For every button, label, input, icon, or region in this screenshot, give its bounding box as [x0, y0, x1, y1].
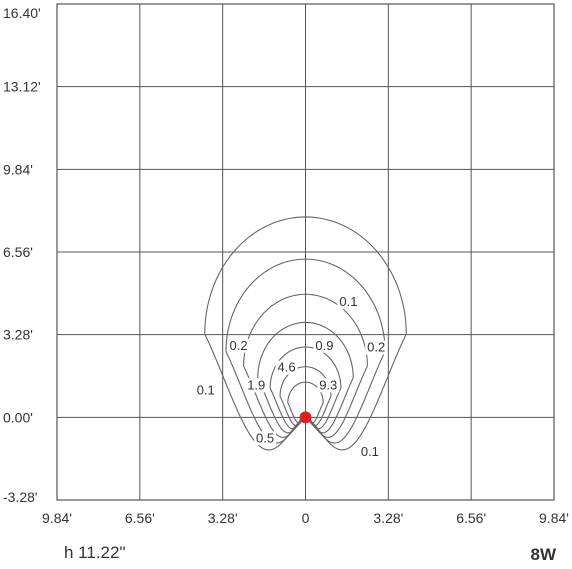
contour-label: 0.9 — [315, 338, 333, 353]
light-source-marker — [299, 411, 312, 424]
x-tick-label: 6.56' — [456, 510, 486, 526]
contour-label-bg — [317, 378, 340, 393]
contour-label-bg — [275, 360, 298, 375]
contour-label: 0.2 — [230, 338, 248, 353]
contour-label: 9.3 — [319, 377, 337, 392]
contour-label: 0.1 — [197, 382, 215, 397]
wattage-label: 8W — [530, 545, 557, 564]
contour-line — [257, 321, 354, 434]
contour-line — [243, 293, 368, 438]
contour-label: 0.1 — [361, 444, 379, 459]
contour-line — [269, 346, 342, 430]
y-tick-label: 0.00' — [3, 409, 33, 425]
contour-label-bg — [337, 295, 360, 310]
contour-line — [287, 381, 324, 424]
y-tick-label: 3.28' — [3, 327, 33, 343]
y-tick-label: 16.40' — [3, 5, 41, 21]
x-tick-label: 3.28' — [373, 510, 403, 526]
y-tick-label: 6.56' — [3, 244, 33, 260]
contour-label: 0.1 — [339, 294, 357, 309]
contour-label-bg — [194, 383, 217, 398]
x-tick-label: 9.84' — [539, 510, 569, 526]
contour-label-bg — [245, 378, 268, 393]
contour-label: 1.9 — [247, 377, 265, 392]
contour-label-bg — [254, 431, 277, 446]
contour-label: 0.5 — [256, 430, 274, 445]
contour-label: 0.2 — [367, 340, 385, 355]
contour-label-bg — [313, 338, 336, 353]
contour-label: 4.6 — [278, 360, 296, 375]
contour-label-bg — [227, 338, 250, 353]
contour-line — [279, 366, 332, 427]
x-tick-label: 0 — [302, 510, 310, 526]
y-tick-label: 9.84' — [3, 161, 33, 177]
x-tick-label: 3.28' — [208, 510, 238, 526]
contour-label-bg — [365, 340, 388, 355]
x-tick-label: 6.56' — [125, 510, 155, 526]
mounting-height-label: h 11.22" — [64, 543, 126, 562]
y-tick-label: 13.12' — [3, 79, 41, 95]
y-tick-label: -3.28' — [3, 489, 38, 505]
contour-label-bg — [358, 445, 381, 460]
x-tick-label: 9.84' — [42, 510, 72, 526]
contour-line — [204, 216, 407, 451]
